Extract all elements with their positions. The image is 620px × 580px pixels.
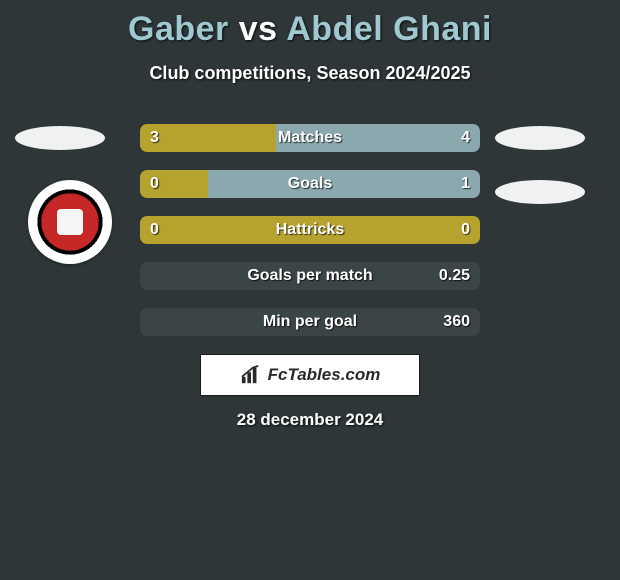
bar-chart-icon: [240, 365, 262, 385]
stat-row: 3Matches4: [140, 124, 480, 152]
stat-row: 0Hattricks0: [140, 216, 480, 244]
brand-text: FcTables.com: [268, 365, 381, 385]
stat-label: Goals per match: [140, 262, 480, 290]
stat-row: Goals per match0.25: [140, 262, 480, 290]
stat-label: Goals: [140, 170, 480, 198]
stat-label: Matches: [140, 124, 480, 152]
comparison-chart: 3Matches40Goals10Hattricks0Goals per mat…: [140, 124, 480, 354]
player-right-flag: [495, 126, 585, 150]
title-player-right: Abdel Ghani: [286, 10, 492, 48]
subtitle: Club competitions, Season 2024/2025: [0, 63, 620, 84]
stat-right-value: 0: [461, 216, 470, 244]
generated-date: 28 december 2024: [0, 410, 620, 430]
stat-label: Hattricks: [140, 216, 480, 244]
title-vs: vs: [239, 10, 278, 48]
club-logo-icon: [35, 187, 105, 257]
stat-right-value: 4: [461, 124, 470, 152]
player-left-flag: [15, 126, 105, 150]
stat-row: Min per goal360: [140, 308, 480, 336]
brand-watermark: FcTables.com: [200, 354, 420, 396]
stat-right-value: 0.25: [439, 262, 470, 290]
stat-right-value: 360: [443, 308, 470, 336]
page-title: Gaber vs Abdel Ghani: [0, 0, 620, 49]
player-right-club: [495, 180, 585, 204]
stat-right-value: 1: [461, 170, 470, 198]
stat-row: 0Goals1: [140, 170, 480, 198]
stat-label: Min per goal: [140, 308, 480, 336]
title-player-left: Gaber: [128, 10, 229, 48]
player-left-club-badge: [28, 180, 112, 264]
